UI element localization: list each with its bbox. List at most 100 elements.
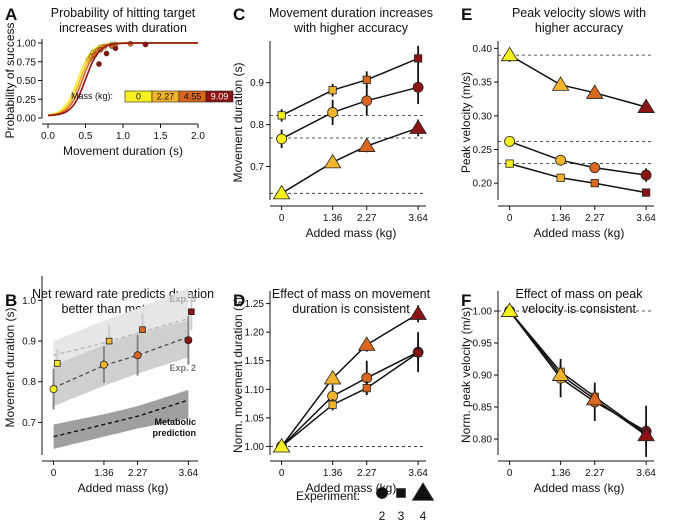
y-tick-label: 1.15	[245, 356, 265, 367]
fit-line	[53, 318, 189, 356]
panel-label: E	[461, 5, 472, 24]
chart-title: Movement duration increases	[269, 6, 433, 20]
x-tick-label: 3.64	[636, 213, 656, 224]
data-point	[409, 305, 427, 320]
data-point	[357, 336, 376, 351]
data-point	[640, 169, 652, 181]
data-point	[555, 154, 567, 166]
series-line-exp-2	[509, 140, 647, 176]
data-point	[184, 336, 193, 345]
series-line-exp-3	[509, 310, 647, 435]
x-tick-label: 1.36	[551, 213, 571, 224]
legend-label: 4	[420, 509, 427, 523]
x-tick-label: 3.64	[408, 468, 428, 479]
x-tick-label: 0.0	[41, 131, 55, 142]
x-tick-label: 2.27	[128, 468, 148, 479]
x-axis-label: Added mass (kg)	[306, 226, 397, 240]
data-point	[142, 41, 149, 48]
data-point	[414, 348, 423, 357]
x-tick-label: 0	[279, 468, 285, 479]
y-tick-label: 1.0	[22, 296, 36, 307]
legend-label: 3	[398, 509, 405, 523]
y-tick-label: 0.9	[22, 337, 36, 348]
data-point	[362, 384, 371, 393]
band-exp-2	[53, 320, 189, 407]
y-tick-label: 0.20	[473, 179, 493, 190]
series-line-exp-3	[509, 162, 647, 194]
y-axis-label: Norm. movement duration (s)	[231, 297, 245, 453]
x-tick-label: 3.64	[408, 213, 428, 224]
data-point	[357, 137, 376, 152]
y-tick-label: 1.00	[245, 442, 265, 453]
y-tick-label: 1.25	[245, 299, 265, 310]
panel-b: B Net reward rate predicts durationbetter…	[3, 276, 214, 495]
data-point	[277, 111, 286, 120]
annotation-exp2: Exp. 2	[169, 363, 196, 373]
series-line-exp-4	[281, 127, 419, 194]
series-line-exp-3	[281, 352, 419, 447]
experiment-legend: Experiment: 2 3 4	[296, 482, 435, 523]
data-point	[589, 162, 601, 174]
panel-a: A Probability of hitting targetincreases …	[3, 5, 234, 158]
panel-label: A	[5, 5, 17, 24]
panel-label: C	[233, 5, 245, 24]
data-point	[103, 50, 110, 57]
data-point	[409, 119, 427, 134]
x-tick-label: 1.36	[323, 468, 343, 479]
fit-line	[53, 399, 189, 438]
y-axis-label: Movement duration (s)	[3, 307, 17, 427]
curve-mass-9.09	[47, 42, 198, 117]
x-tick-label: 0	[279, 213, 285, 224]
chart-title: velocity is consistent	[522, 302, 636, 316]
x-tick-label: 0.5	[79, 131, 93, 142]
y-tick-label: 0.40	[473, 44, 493, 55]
y-tick-label: 0.50	[17, 76, 37, 87]
chart-title: duration is consistent	[292, 302, 410, 316]
y-tick-label: 0.7	[22, 418, 36, 429]
data-point	[139, 326, 146, 333]
y-axis-label: Norm. peak velocity (m/s)	[459, 307, 473, 443]
x-tick-label: 2.27	[585, 468, 605, 479]
data-point	[328, 400, 337, 409]
data-point	[323, 153, 342, 169]
legend-marker-square	[396, 488, 406, 498]
x-tick-label: 2.27	[357, 213, 377, 224]
data-point	[504, 135, 516, 147]
chart-title: Probability of hitting target	[51, 6, 196, 20]
annotation-exp3: Exp. 3	[169, 294, 196, 304]
panel-label: D	[233, 291, 245, 310]
y-tick-label: 0.35	[473, 78, 493, 89]
data-point	[49, 385, 58, 394]
data-point	[551, 366, 570, 381]
legend-label: 2.27	[157, 92, 175, 102]
data-point	[96, 61, 102, 67]
data-point	[556, 173, 565, 182]
series-line-exp-2	[509, 310, 647, 432]
data-point	[412, 81, 424, 93]
y-tick-label: 0.25	[17, 95, 37, 106]
data-point	[585, 84, 604, 99]
data-point	[272, 437, 291, 453]
y-tick-label: 1.00	[473, 307, 493, 318]
data-point	[327, 107, 339, 118]
legend-title: Experiment:	[296, 489, 360, 503]
y-tick-label: 0.8	[22, 377, 36, 388]
legend-label: 2	[379, 509, 386, 523]
y-tick-label: 0.75	[17, 57, 37, 68]
legend-title: Mass (kg):	[71, 91, 113, 101]
data-point	[505, 159, 514, 168]
data-point	[328, 86, 337, 95]
series-line-exp-2	[281, 351, 419, 447]
fit-line	[53, 336, 189, 389]
data-point	[272, 184, 291, 200]
data-point	[637, 426, 655, 442]
data-point	[414, 54, 423, 63]
data-point	[105, 337, 113, 345]
x-axis-label: Added mass (kg)	[534, 226, 625, 240]
chart-title: increases with duration	[59, 21, 187, 35]
x-tick-label: 1.0	[116, 131, 130, 142]
